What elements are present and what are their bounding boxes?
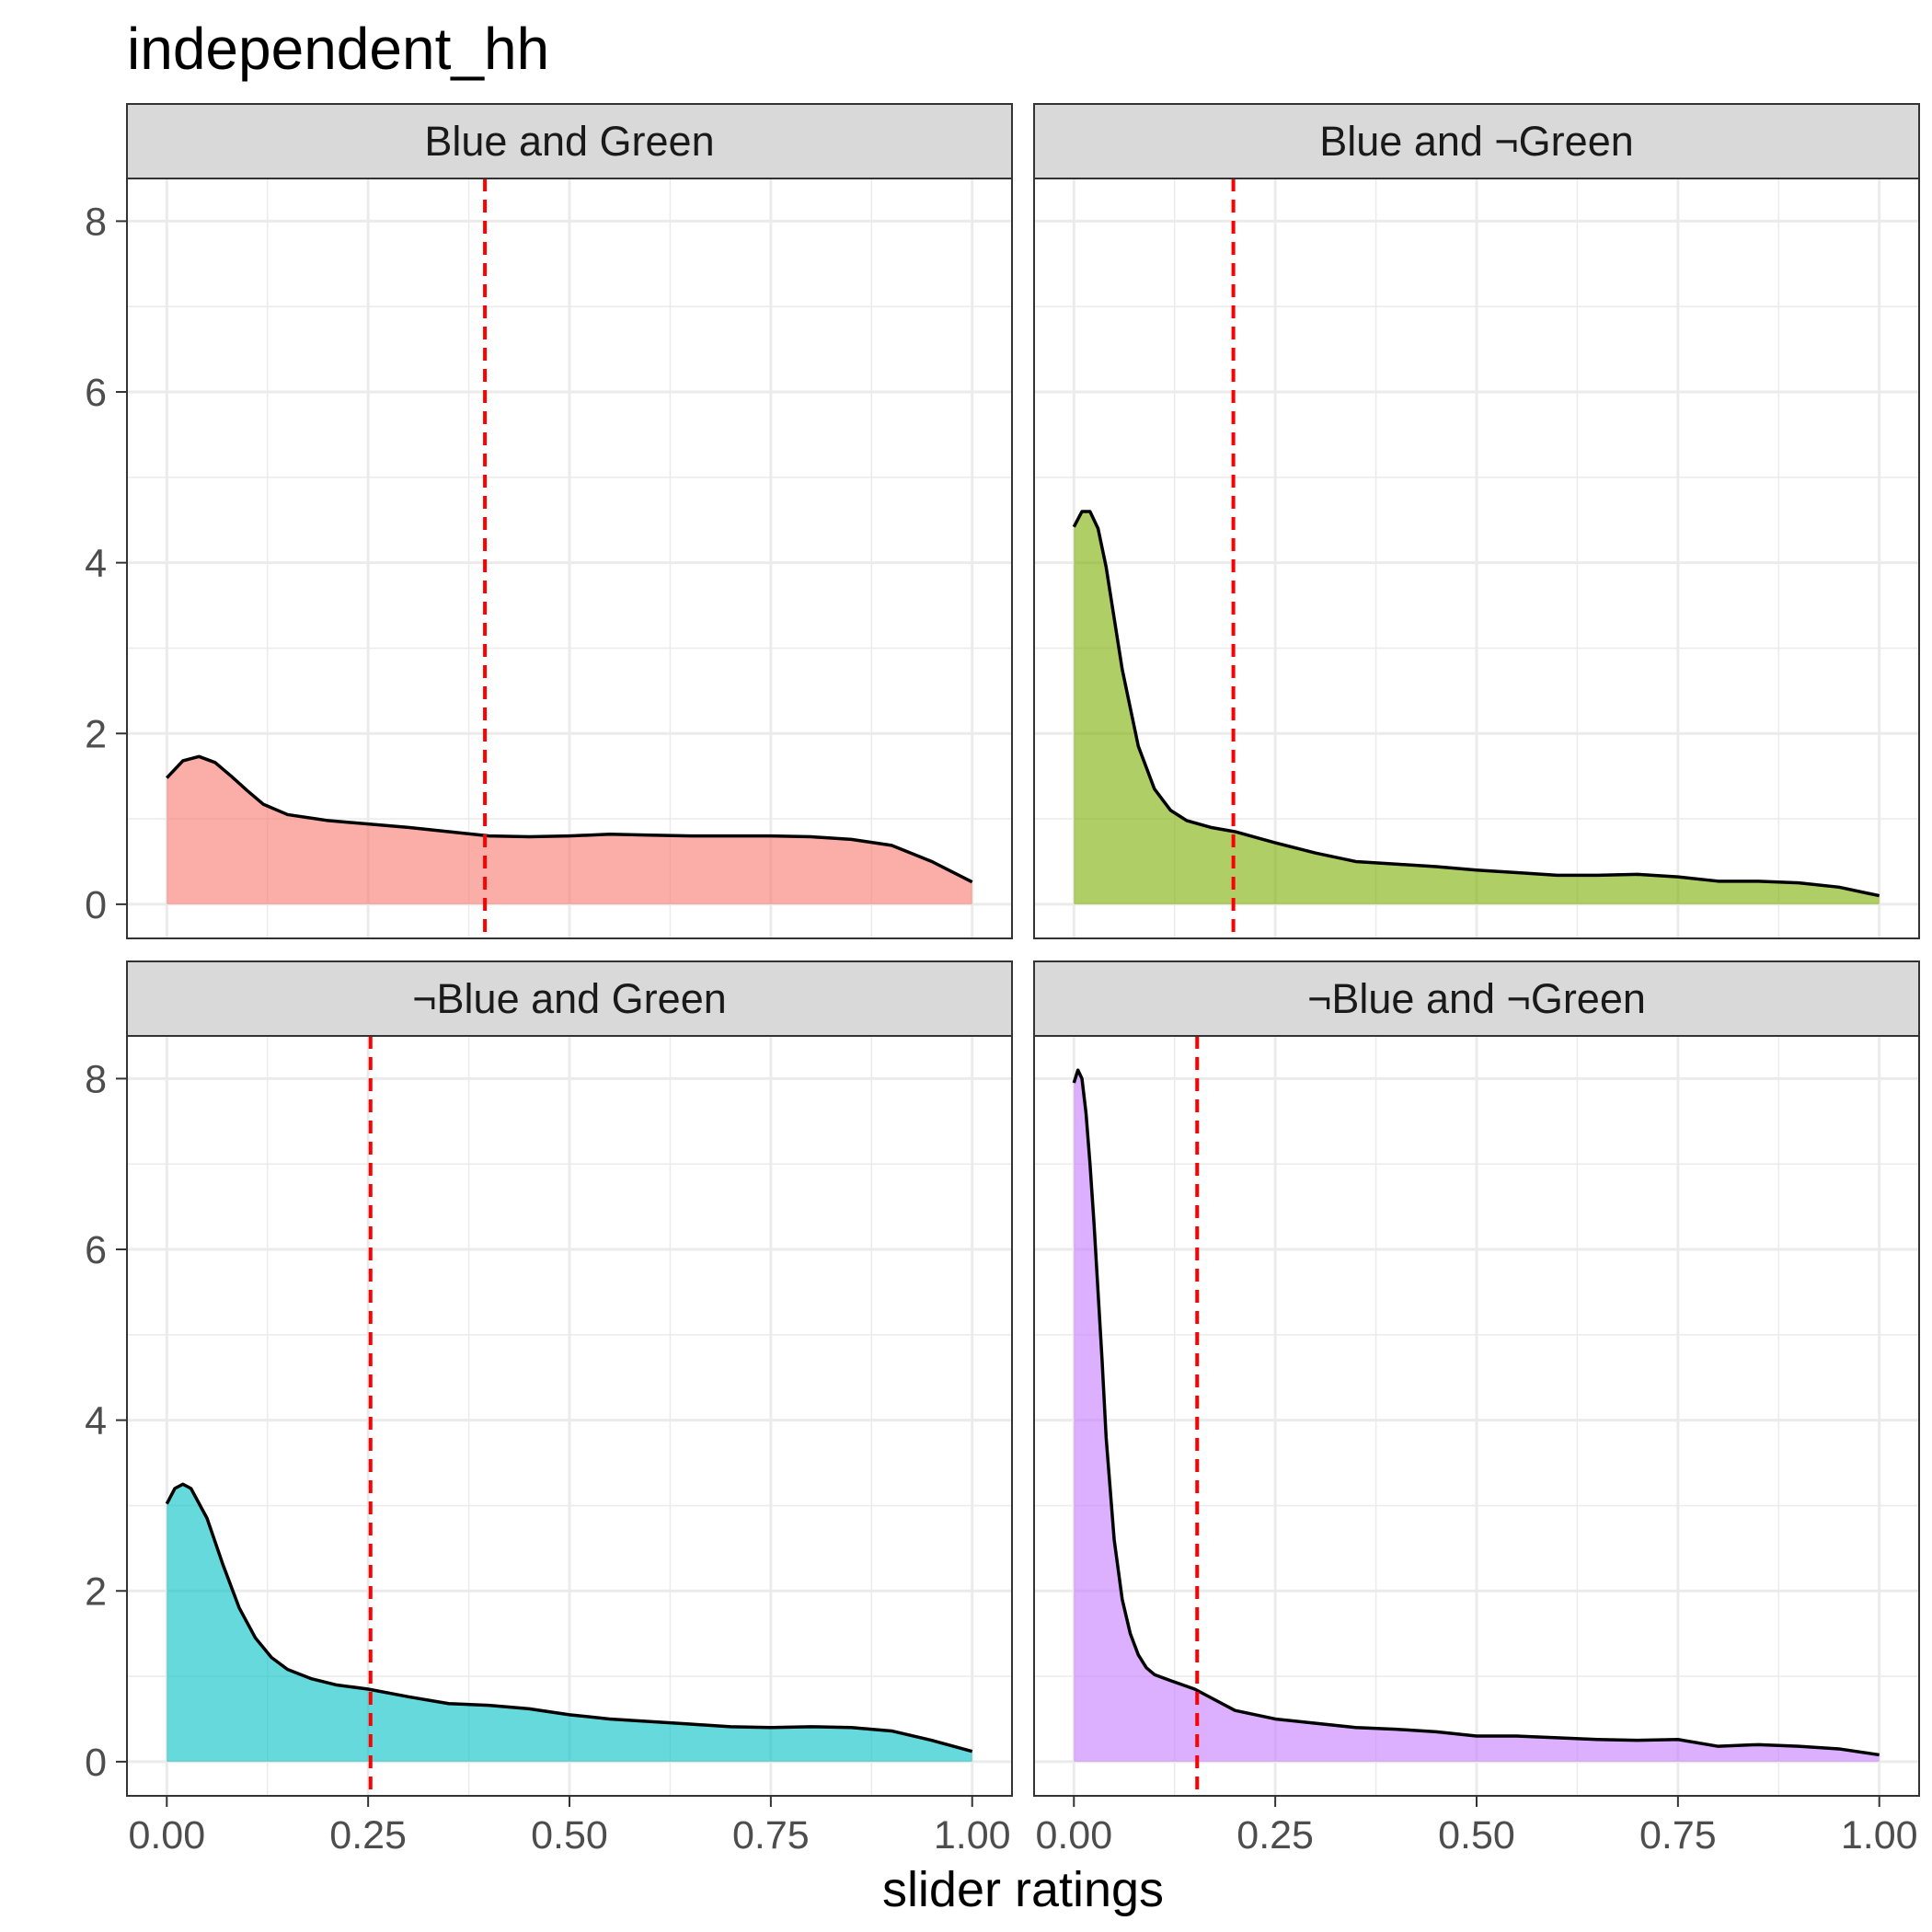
facet-panels: Blue and Green 0 2 4 6 8 Blue and ¬Green ¬Blue … <box>85 103 1920 1857</box>
density-line <box>166 754 973 884</box>
facet-strip-label: Blue and Green <box>424 118 714 165</box>
y-tick-label: 2 <box>85 1570 107 1614</box>
facet-panel: Blue and ¬Green <box>1033 103 1920 939</box>
x-tick-label: 1.00 <box>1841 1813 1918 1857</box>
y-tick-label: 6 <box>85 1228 107 1272</box>
y-tick-label: 2 <box>85 712 107 756</box>
facet-strip <box>1033 960 1920 1037</box>
y-tick-label: 8 <box>85 1057 107 1101</box>
facet-panel: ¬Blue and ¬Green 0.00 0.25 0.50 0.75 1.00 <box>1033 960 1920 1857</box>
facet-strip <box>126 960 1013 1037</box>
panel-border <box>126 178 1013 939</box>
density-area <box>1074 1070 1880 1762</box>
y-tick-label: 4 <box>85 542 107 586</box>
density-area <box>167 756 972 904</box>
y-tick-label: 0 <box>85 883 107 927</box>
y-tick-label: 4 <box>85 1399 107 1443</box>
x-tick-label: 0.75 <box>1639 1813 1717 1857</box>
x-tick-label: 0.50 <box>531 1813 608 1857</box>
x-tick-label: 0.50 <box>1438 1813 1515 1857</box>
y-tick-label: 8 <box>85 200 107 244</box>
x-tick-label: 0.25 <box>329 1813 407 1857</box>
x-tick-label: 0.25 <box>1236 1813 1314 1857</box>
density-line <box>165 1482 973 1754</box>
x-tick-label: 0.00 <box>1035 1813 1112 1857</box>
facet-panel: ¬Blue and Green 0 2 4 6 8 0.00 0.25 0.50 0.75 1.00 <box>85 960 1013 1857</box>
density-area <box>167 1484 972 1762</box>
x-tick-label: 0.75 <box>732 1813 810 1857</box>
facet-panel: Blue and Green 0 2 4 6 8 <box>85 103 1013 939</box>
facet-strip <box>126 103 1013 179</box>
density-line <box>1072 1068 1880 1757</box>
x-axis-label: slider ratings <box>882 1862 1164 1917</box>
facet-strip-label: ¬Blue and ¬Green <box>1307 975 1646 1022</box>
chart-title: independent_hh <box>127 16 549 82</box>
facet-strip <box>1033 103 1920 179</box>
facet-strip-label: ¬Blue and Green <box>412 975 727 1022</box>
y-tick-label: 6 <box>85 371 107 415</box>
y-tick-label: 0 <box>85 1741 107 1785</box>
density-area <box>1074 511 1880 904</box>
x-tick-label: 0.00 <box>128 1813 205 1857</box>
facet-strip-label: Blue and ¬Green <box>1319 118 1634 165</box>
x-tick-label: 1.00 <box>934 1813 1011 1857</box>
density-line <box>1072 510 1880 898</box>
panel-border <box>1033 178 1920 939</box>
